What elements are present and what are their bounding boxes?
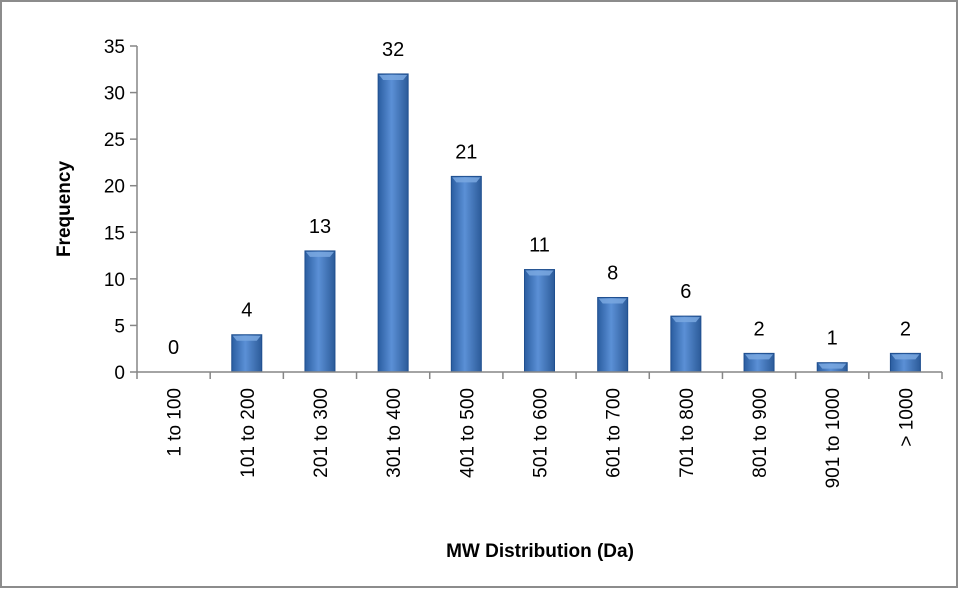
bar-highlight xyxy=(379,74,408,80)
data-label: 13 xyxy=(309,216,331,238)
data-label: 2 xyxy=(753,318,764,340)
y-axis-ticks: 0 5 10 15 20 25 30 35 xyxy=(104,37,137,384)
bar xyxy=(231,334,263,373)
bar-highlight xyxy=(671,317,700,323)
data-label: 6 xyxy=(680,281,691,303)
data-label: 11 xyxy=(529,235,550,257)
x-axis-ticks: 1 to 100 101 to 200 201 to 300 301 to 400 40… xyxy=(136,372,943,488)
bar-highlight xyxy=(452,177,481,183)
x-tick-label: 201 to 300 xyxy=(311,388,332,478)
bar xyxy=(377,73,409,373)
x-tick-label: 1 to 100 xyxy=(165,388,186,457)
bar xyxy=(597,296,629,373)
x-axis-title: MW Distribution (Da) xyxy=(446,541,634,562)
bar xyxy=(450,175,482,373)
x-tick-label: 701 to 800 xyxy=(677,388,698,478)
x-tick-label: 301 to 400 xyxy=(384,388,405,478)
bar-highlight xyxy=(232,335,261,341)
y-tick-label: 5 xyxy=(114,316,125,337)
data-label: 4 xyxy=(241,300,252,322)
data-label: 1 xyxy=(827,328,838,350)
x-tick-label: 801 to 900 xyxy=(750,388,771,478)
x-tick-label: > 1000 xyxy=(896,388,917,447)
y-tick-label: 0 xyxy=(114,363,125,384)
bar-highlight xyxy=(525,270,554,276)
bar-highlight xyxy=(818,363,847,369)
bar-highlight xyxy=(305,251,334,257)
data-label: 0 xyxy=(168,337,179,359)
y-tick-label: 15 xyxy=(104,223,125,244)
bar-highlight xyxy=(598,298,627,304)
data-label: 2 xyxy=(900,318,911,340)
y-tick-label: 25 xyxy=(104,130,125,151)
y-tick-label: 30 xyxy=(104,84,125,105)
data-label: 8 xyxy=(607,262,618,284)
bar xyxy=(304,250,336,373)
data-label: 21 xyxy=(455,141,477,163)
y-tick-label: 35 xyxy=(104,37,125,58)
bar xyxy=(524,269,555,373)
bar-highlight xyxy=(891,354,920,360)
x-tick-label: 401 to 500 xyxy=(457,388,478,478)
x-tick-label: 101 to 200 xyxy=(238,388,259,478)
y-axis-title: Frequency xyxy=(54,161,75,258)
y-tick-label: 20 xyxy=(104,177,125,198)
data-label: 32 xyxy=(382,39,404,61)
x-tick-label: 501 to 600 xyxy=(531,388,552,478)
bars xyxy=(231,73,921,373)
bar xyxy=(670,315,702,373)
x-tick-label: 601 to 700 xyxy=(604,388,625,478)
bar-highlight xyxy=(745,354,774,360)
y-tick-label: 10 xyxy=(104,270,125,291)
x-tick-label: 901 to 1000 xyxy=(823,388,844,488)
